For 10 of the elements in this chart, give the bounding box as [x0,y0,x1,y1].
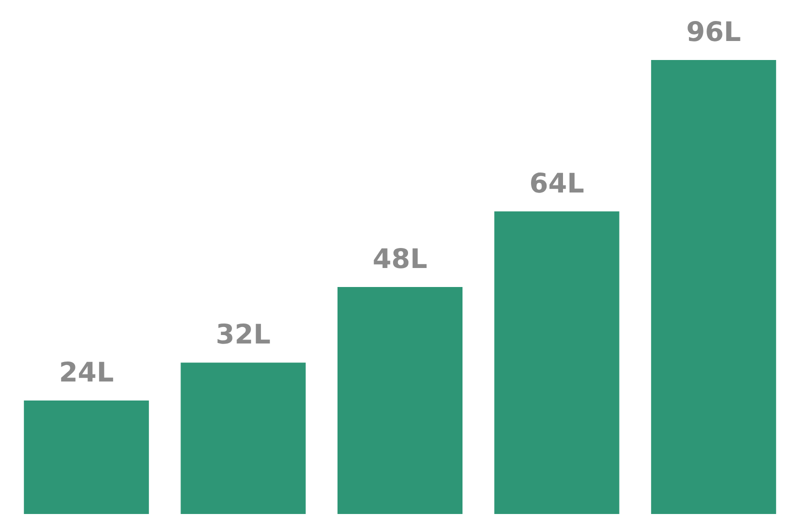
data-label: 48L [372,244,428,275]
data-label: 24L [59,358,114,388]
bar [180,362,306,514]
bar [24,400,149,514]
bar [338,287,462,514]
bar [651,60,776,514]
data-label: 32L [216,320,271,351]
data-label: 64L [529,168,584,200]
bar [494,211,620,514]
data-label: 96L [686,17,741,48]
